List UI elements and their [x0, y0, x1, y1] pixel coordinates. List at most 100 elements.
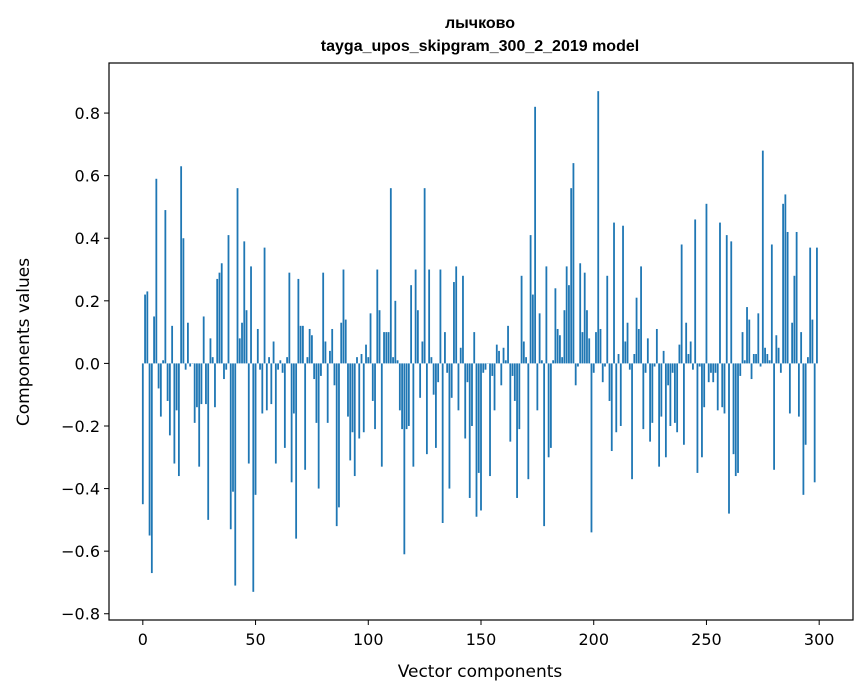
bar [649, 363, 651, 442]
y-tick-label: −0.6 [61, 542, 100, 561]
bar [615, 363, 618, 433]
bar [403, 363, 406, 555]
bar [322, 272, 325, 364]
bar [655, 328, 658, 364]
bar [214, 363, 216, 408]
y-axis-ticks: −0.8 −0.6 −0.4 −0.2 0.0 0.2 0.4 0.6 0.8 [61, 104, 109, 624]
bar [577, 363, 579, 367]
bar [196, 363, 198, 408]
bar [480, 363, 482, 511]
bar [484, 363, 487, 370]
bar [725, 235, 728, 364]
bar [475, 363, 478, 517]
bar [286, 357, 289, 364]
bar [387, 332, 390, 364]
plot-area-frame [108, 62, 854, 621]
bar [338, 363, 340, 508]
bar [441, 363, 444, 523]
bar [288, 272, 291, 364]
bar [522, 341, 525, 364]
bar [254, 363, 257, 495]
bar [148, 363, 151, 536]
bar [579, 263, 582, 364]
bar [444, 332, 446, 364]
bar [450, 363, 453, 398]
bar [784, 194, 787, 364]
bar [277, 363, 279, 370]
bar [297, 278, 300, 364]
bar [752, 354, 755, 364]
bar [633, 354, 636, 364]
bar [748, 319, 751, 364]
bar [462, 275, 464, 364]
bar [374, 363, 376, 430]
bar [173, 363, 176, 464]
bar [482, 363, 485, 373]
bar [694, 219, 697, 364]
chart-subtitle: tayga_upos_skipgram_300_2_2019 model [321, 38, 639, 55]
bar [414, 269, 417, 364]
bar [247, 363, 250, 464]
bar [791, 322, 794, 364]
bar [164, 210, 167, 364]
bar [626, 322, 629, 364]
bar [520, 275, 523, 364]
bar [554, 288, 557, 364]
bar [746, 307, 748, 364]
bar [369, 313, 372, 364]
bar [608, 363, 611, 401]
bar [527, 363, 530, 480]
bar [604, 363, 606, 367]
bar [421, 341, 424, 364]
x-tick-label: 0 [138, 630, 148, 649]
bar [394, 300, 397, 364]
bar [227, 235, 230, 364]
bar [813, 363, 816, 483]
bar [705, 203, 708, 364]
bar [536, 363, 539, 411]
bar [265, 363, 268, 411]
bar [628, 363, 631, 370]
bar [644, 363, 647, 373]
bar [676, 363, 679, 433]
bar [561, 357, 564, 364]
bar [453, 282, 455, 364]
bar [473, 332, 476, 364]
bar [640, 266, 642, 364]
bar [588, 338, 591, 364]
bar [775, 335, 778, 364]
bar [365, 344, 367, 364]
bar [229, 363, 232, 530]
x-axis-ticks: 0 50 100 150 200 250 300 [138, 620, 834, 649]
bar [471, 363, 473, 426]
bar [653, 363, 656, 367]
bar [498, 350, 500, 364]
bar [660, 363, 663, 417]
bar [238, 338, 241, 364]
bar [317, 363, 320, 489]
bar [268, 357, 270, 364]
bar [256, 328, 259, 364]
bar [279, 360, 282, 364]
bar [493, 363, 496, 411]
bar [563, 310, 566, 364]
bar [689, 341, 692, 364]
bar [669, 363, 672, 426]
bar [504, 360, 507, 364]
bar [353, 363, 356, 477]
bar [223, 363, 225, 380]
bar [182, 238, 185, 364]
bar [759, 363, 762, 367]
y-tick-label: 0.6 [75, 167, 100, 186]
bar [383, 332, 385, 364]
bar [707, 363, 710, 383]
bar [565, 266, 568, 364]
bar [187, 322, 189, 364]
bar [732, 363, 735, 455]
bar [324, 341, 327, 364]
bar [416, 310, 419, 364]
bar [559, 335, 561, 364]
bar [610, 363, 613, 452]
bar [750, 363, 753, 380]
bar [419, 363, 422, 398]
